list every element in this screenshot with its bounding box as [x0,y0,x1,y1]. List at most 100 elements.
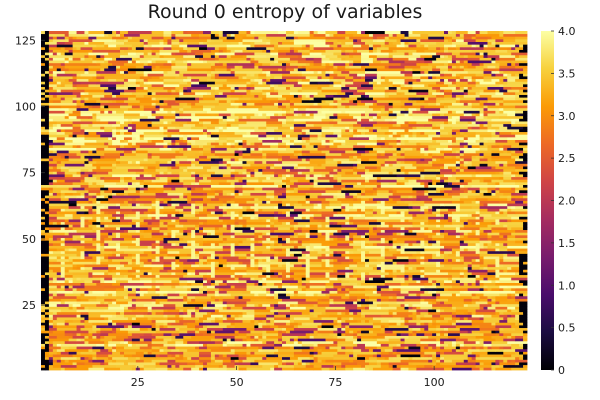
heatmap-cell [345,306,358,310]
heatmap-cell [230,213,236,217]
heatmap-cell [234,242,239,246]
heatmap-cell [317,301,322,305]
heatmap-cell [41,274,46,278]
heatmap-cell [92,354,97,358]
heatmap-cell [242,229,255,233]
heatmap-cell [80,293,85,297]
heatmap-cell [88,356,93,360]
heatmap-cell [388,338,401,342]
heatmap-cell [254,229,271,233]
heatmap-cell [238,277,251,281]
heatmap-cell [503,287,512,291]
heatmap-cell [475,171,480,175]
heatmap-cell [325,338,330,342]
heatmap-cell [104,224,109,228]
heatmap-cell [365,187,374,191]
heatmap-cell [104,335,117,339]
heatmap-cell [305,144,315,148]
heatmap-cell [159,224,168,228]
heatmap-cell [210,269,216,273]
heatmap-cell [305,245,311,249]
heatmap-cell [357,226,370,231]
heatmap-cell [206,367,228,371]
heatmap-cell [392,152,398,156]
heatmap-cell [179,311,184,315]
heatmap-cell [361,200,366,204]
heatmap-cell [48,309,62,313]
heatmap-cell [313,359,318,363]
heatmap-cell [459,152,465,156]
heatmap-cell [289,269,307,273]
heatmap-cell [187,240,192,244]
heatmap-cell [52,324,58,329]
heatmap-cell [475,139,488,143]
heatmap-cell [345,272,350,276]
heatmap-cell [72,301,77,305]
heatmap-cell [313,184,334,188]
heatmap-cell [293,338,299,342]
heatmap-cell [388,285,417,289]
heatmap-cell [175,211,180,215]
heatmap-cell [41,245,46,249]
heatmap-cell [424,256,433,260]
heatmap-cell [60,269,66,273]
heatmap-cell [412,362,437,366]
heatmap-cell [41,139,46,143]
heatmap-cell [195,211,200,215]
heatmap-cell [143,314,164,318]
heatmap-cell [191,187,196,191]
heatmap-cell [392,269,398,273]
heatmap-cell [380,301,397,305]
heatmap-cell [511,309,520,313]
heatmap-cell [52,311,58,315]
heatmap-cell [483,285,488,289]
heatmap-cell [483,203,488,207]
heatmap-cell [222,287,247,291]
heatmap-cell [297,293,307,297]
heatmap-cell [519,174,524,178]
heatmap-cell [455,155,461,159]
heatmap-cell [388,144,394,148]
heatmap-cell [195,306,200,310]
heatmap-cell [285,184,291,188]
heatmap-cell [432,330,441,334]
heatmap-cell [163,282,180,286]
heatmap-cell [400,290,409,294]
heatmap-cell [203,203,208,207]
heatmap-cell [242,213,247,217]
heatmap-cell [519,189,524,193]
heatmap-cell [329,261,334,265]
heatmap-cell [345,364,362,368]
heatmap-cell [471,301,477,305]
heatmap-cell [44,208,50,212]
heatmap-cell [44,181,50,186]
heatmap-cell [293,319,315,323]
heatmap-cell [475,309,496,313]
heatmap-cell [495,181,500,186]
heatmap-cell [143,187,149,191]
heatmap-cell [507,309,512,313]
heatmap-cell [459,242,469,246]
heatmap-cell [56,179,66,183]
heatmap-cell [56,311,81,315]
heatmap-cell [309,208,318,212]
heatmap-cell [127,203,133,207]
heatmap-cell [155,187,164,191]
heatmap-cell [44,277,50,281]
heatmap-cell [388,319,405,323]
heatmap-cell [135,147,160,151]
heatmap-cell [135,237,141,241]
heatmap-cell [511,187,516,191]
heatmap-cell [214,205,220,209]
heatmap-cell [408,335,429,339]
heatmap-cell [274,319,291,323]
heatmap-cell [234,200,247,204]
heatmap-cell [171,338,184,342]
heatmap-cell [151,285,156,289]
heatmap-cell [108,184,121,188]
heatmap-cell [238,189,243,193]
heatmap-cell [349,158,354,162]
heatmap-cell [337,174,342,178]
heatmap-cell [495,219,500,223]
heatmap-cell [112,195,141,199]
